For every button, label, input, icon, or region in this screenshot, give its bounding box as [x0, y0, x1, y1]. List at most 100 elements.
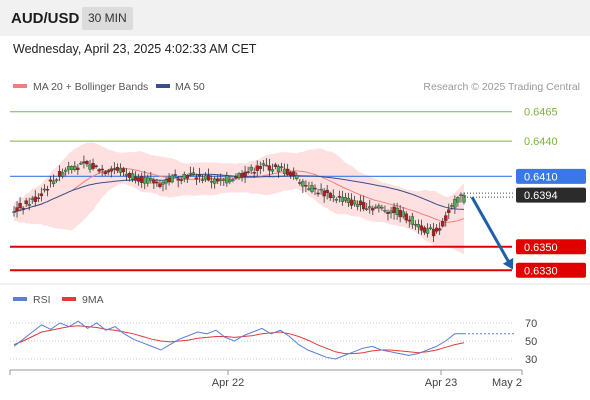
rsi-panel: 70 50 30: [10, 318, 537, 366]
forecast-arrow-shaft: [470, 196, 512, 265]
candle-body: [459, 194, 463, 196]
candle-body: [67, 166, 71, 170]
candle-body: [437, 228, 442, 231]
candle: [425, 223, 430, 238]
candle-body: [313, 187, 317, 190]
candle-body: [24, 200, 28, 204]
candle-body: [365, 208, 369, 210]
candle: [85, 159, 89, 167]
candle: [246, 166, 250, 175]
x-axis: Apr 22 Apr 23 May 2: [9, 369, 523, 389]
candle: [334, 197, 338, 204]
candle-body: [462, 194, 466, 203]
candle-body: [255, 165, 259, 171]
candle-body: [343, 197, 348, 201]
candle-body: [124, 173, 129, 176]
candle: [179, 177, 183, 185]
candle-body: [237, 173, 241, 179]
candle: [441, 218, 445, 228]
candle: [60, 168, 65, 179]
candle: [325, 184, 329, 200]
candle-body: [422, 227, 427, 233]
candle-body: [285, 168, 290, 175]
candle-body: [45, 189, 50, 191]
candle: [249, 164, 253, 175]
candle-body: [401, 211, 405, 217]
candle-body: [97, 169, 101, 172]
candle: [63, 167, 68, 176]
x-tick-label: Apr 23: [425, 377, 457, 389]
candle-body: [18, 202, 22, 209]
candle: [361, 195, 366, 212]
bollinger-band-area: [14, 142, 464, 255]
target-1-label: 0.6440: [524, 136, 558, 148]
rsi-line: [13, 320, 464, 360]
candle: [322, 188, 326, 203]
candle-body: [200, 179, 205, 181]
timeframe-button[interactable]: 30 MIN: [82, 7, 133, 30]
candle: [194, 173, 199, 185]
candle-body: [60, 172, 65, 177]
candle-body: [340, 196, 345, 202]
candle-body: [127, 173, 132, 178]
candle-body: [334, 198, 338, 201]
candle-body: [386, 211, 390, 214]
candle: [352, 195, 357, 207]
candle: [368, 199, 372, 214]
ma50-legend-label: MA 50: [175, 81, 205, 93]
candle: [258, 161, 262, 175]
candle-body: [15, 207, 19, 212]
candle-body: [225, 175, 229, 184]
candle: [371, 205, 375, 215]
candle: [173, 169, 177, 177]
candle-body: [331, 195, 335, 198]
candle-body: [130, 173, 135, 180]
candle: [404, 211, 408, 224]
rsi-ma-legend-label: 9MA: [82, 294, 104, 306]
candle: [444, 211, 448, 227]
candle: [355, 200, 360, 211]
support-1-label: 0.6350: [524, 242, 558, 254]
candle-body: [194, 177, 199, 180]
candle-body: [304, 185, 308, 187]
rsi-ma-legend-swatch: [62, 297, 76, 301]
candle-body: [416, 224, 421, 228]
candle: [94, 164, 98, 169]
candle: [243, 165, 247, 184]
candle-body: [112, 168, 117, 170]
candle: [121, 166, 126, 177]
bollinger-bands: [14, 142, 464, 255]
support-1-label-bg: [516, 239, 586, 255]
candle-body: [413, 223, 418, 226]
forecast-arrowhead: [502, 257, 514, 270]
candle-body: [188, 173, 193, 175]
candle-body: [295, 175, 299, 179]
candle: [295, 172, 299, 181]
ma20-legend-label: MA 20 + Bollinger Bands: [33, 81, 148, 93]
candle: [76, 164, 80, 175]
candle-body: [374, 206, 378, 209]
pivot-label-bg: [516, 168, 586, 184]
candle-body: [222, 179, 226, 181]
candle-body: [182, 174, 186, 179]
candle-body: [39, 193, 44, 197]
candle: [33, 190, 37, 207]
candle-body: [325, 189, 329, 194]
candle-body: [407, 219, 411, 222]
candle: [170, 173, 174, 184]
candle: [191, 167, 196, 176]
candle-body: [380, 206, 384, 209]
candle-body: [258, 166, 262, 169]
candle-body: [395, 207, 399, 215]
copyright-text: Research © 2025 Trading Central: [423, 81, 580, 93]
candle: [273, 162, 278, 170]
candle: [301, 178, 305, 193]
chart-legend: MA 20 + Bollinger Bands MA 50 Research ©…: [13, 81, 580, 93]
candle: [15, 201, 19, 218]
candle-body: [428, 227, 433, 229]
candle: [431, 222, 436, 242]
candle-body: [431, 229, 436, 237]
candle-body: [212, 178, 217, 184]
candle-body: [361, 202, 366, 210]
